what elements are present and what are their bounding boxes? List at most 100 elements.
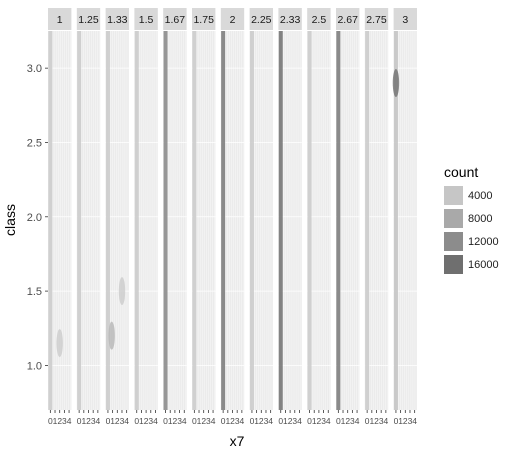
legend-title: count [444,164,479,180]
facet-strip [76,8,101,30]
x-tick-label: 4 [182,416,187,426]
facet-strip [48,8,72,30]
x-tick-label: 2 [86,416,91,426]
density-band [163,31,168,410]
x-tick-label: 2 [57,416,62,426]
x-tick-label: 3 [264,416,269,426]
x-tick-label: 4 [124,416,129,426]
x-tick-label: 2 [345,416,350,426]
x-tick-label: 2 [374,416,379,426]
x-tick-label: 1 [254,416,259,426]
facet-strip [220,8,245,30]
density-blob [108,321,115,350]
legend-item: 16000 [444,253,516,276]
legend-item: 8000 [444,207,516,230]
facet-label: 1.5 [139,14,154,26]
density-band [249,31,254,410]
legend-item: 12000 [444,230,516,253]
panel-background [105,31,129,410]
facet-label: 1 [57,14,63,26]
x-tick-label: 0 [134,416,139,426]
facet-label: 2.67 [337,14,358,26]
y-tick-label: 1.5 [27,286,42,298]
facet-strip [105,8,129,30]
panel-background [393,31,417,410]
x-tick-label: 0 [163,416,168,426]
legend-key-4 [444,255,463,274]
facet-label: 2.5 [312,14,327,26]
x-tick-label: 4 [239,416,244,426]
facet-strip [307,8,331,30]
x-tick-label: 3 [292,416,297,426]
x-tick-label: 3 [91,416,96,426]
legend: count 4000 8000 12000 16000 [444,164,516,276]
x-tick-label: 3 [235,416,240,426]
facet-label: 1.25 [78,14,99,26]
legend-item: 4000 [444,184,516,207]
x-tick-label: 3 [350,416,355,426]
x-tick-label: 0 [106,416,111,426]
facet-strip [393,8,417,30]
x-axis-label: x7 [230,433,245,449]
x-tick-label: 0 [394,416,399,426]
panel-background [48,31,72,410]
x-tick-label: 0 [336,416,341,426]
density-band [336,31,341,410]
panel-background [278,31,302,410]
x-tick-label: 1 [225,416,230,426]
x-tick-label: 4 [67,416,72,426]
x-tick-label: 2 [403,416,408,426]
panel-background [364,31,389,410]
x-tick-label: 1 [341,416,346,426]
facet-label: 2.25 [251,14,272,26]
x-tick-label: 4 [412,416,417,426]
panel-background [163,31,187,410]
density-band [278,31,283,410]
x-tick-label: 1 [110,416,115,426]
legend-key-2 [444,209,463,228]
x-tick-label: 3 [321,416,326,426]
panel-background [249,31,273,410]
facet-label: 1.75 [193,14,214,26]
x-tick-label: 1 [197,416,202,426]
legend-key-1 [444,186,463,205]
density-band [393,31,398,410]
panel-background [192,31,216,410]
panel-background [220,31,245,410]
x-tick-label: 4 [326,416,331,426]
x-tick-label: 1 [312,416,317,426]
x-tick-label: 4 [355,416,360,426]
x-tick-label: 2 [144,416,149,426]
facet-strip [163,8,187,30]
x-tick-label: 2 [288,416,293,426]
x-tick-label: 2 [259,416,264,426]
x-tick-label: 3 [408,416,413,426]
density-band [77,31,82,410]
facet-label: 2 [230,14,236,26]
y-tick-label: 3.0 [27,63,42,75]
density-band [134,31,139,410]
legend-key-3 [444,232,463,251]
density-band [365,31,370,410]
x-tick-label: 3 [206,416,211,426]
x-tick-label: 1 [81,416,86,426]
x-tick-label: 0 [221,416,226,426]
x-tick-label: 1 [168,416,173,426]
x-tick-label: 2 [230,416,235,426]
facet-strip [134,8,158,30]
x-tick-label: 3 [379,416,384,426]
density-band [192,31,197,410]
legend-label: 8000 [468,212,493,225]
x-tick-label: 4 [211,416,216,426]
facet-label: 2.75 [366,14,387,26]
x-tick-label: 1 [139,416,144,426]
density-band [48,31,53,410]
facet-label: 1.67 [165,14,186,26]
x-tick-label: 4 [95,416,100,426]
x-tick-label: 4 [153,416,158,426]
x-tick-label: 2 [201,416,206,426]
density-band [221,31,226,410]
x-tick-label: 2 [115,416,120,426]
x-tick-label: 4 [268,416,273,426]
